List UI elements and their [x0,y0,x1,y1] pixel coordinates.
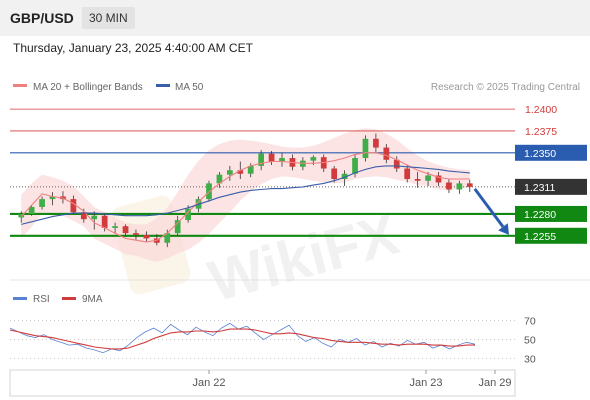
candle-body [174,220,181,234]
level-label: 1.2375 [525,126,557,138]
candle-body [216,174,223,184]
level-label: 1.2255 [524,231,556,243]
rsi-ma-legend-swatch [62,297,76,300]
candle-body [446,182,452,190]
ma50-legend-label: MA 50 [175,82,204,93]
level-label-box [515,144,587,161]
candle-body [226,170,233,175]
candle-body [414,179,421,181]
rsi-tick-label: 70 [524,316,536,328]
candle-body [112,226,118,228]
candle-body [466,183,473,187]
rsi-legend-swatch [13,297,27,300]
ma20-legend-swatch [13,84,27,87]
candle-body [164,233,171,243]
candle-body [258,153,265,166]
candle-body [268,153,275,162]
ma20-legend-label: MA 20 + Bollinger Bands [33,82,143,93]
candle-body [373,138,379,148]
x-tick-label: Jan 22 [192,377,225,389]
credit-text: Research © 2025 Trading Central [431,82,580,93]
level-label-box [515,205,587,222]
candle-body [279,158,285,162]
candle-body [435,175,442,183]
level-label: 1.2311 [524,182,555,194]
forecast-arrowhead [498,223,509,235]
level-label: 1.2280 [524,209,556,221]
ma20-line [20,152,470,243]
header-bar: GBP/USD 30 MIN [0,0,590,36]
rsi-tick-label: 50 [524,334,536,346]
candle-body [133,233,139,235]
ma50-legend-swatch [156,84,170,87]
timeframe-button[interactable]: 30 MIN [82,7,135,29]
rsi-tick-label: 30 [524,353,536,365]
candle-body [310,157,317,161]
candle-body [206,183,212,200]
candle-body [404,168,411,179]
candle-body [352,158,358,174]
ma50-line [21,165,470,225]
candle-body [185,208,191,221]
candle-body [122,226,129,234]
level-label: 1.2350 [524,148,556,160]
candle-body [101,215,108,228]
candle-body [143,234,150,239]
level-label-box [515,227,587,244]
candle-body [331,168,338,179]
candle-body [456,183,463,190]
candle-body [393,159,400,169]
candle-body [91,215,98,220]
candle-body [49,196,56,200]
candle-body [362,138,369,159]
candle-body [341,173,348,179]
x-tick-label: Jan 29 [478,377,511,389]
candle-body [383,147,390,160]
candle-body [80,212,87,220]
symbol-title: GBP/USD [10,10,74,26]
candle-body [70,199,77,213]
time-axis-frame [9,369,516,397]
candle-body [28,206,35,214]
candle-body [237,170,244,174]
rsi-legend-label: RSI [33,294,50,305]
candle-body [425,175,431,181]
forecast-arrow [473,187,505,228]
rsi-ma-line [9,328,475,350]
level-label: 1.2400 [525,104,557,116]
candle-body [39,199,45,207]
watermark-text: WikiFX [202,201,405,314]
chart-timestamp: Thursday, January 23, 2025 4:40:00 AM CE… [13,41,253,55]
level-label-box [515,178,587,195]
rsi-line [9,322,476,354]
candle-body [247,165,254,174]
x-tick-label: Jan 23 [409,377,442,389]
candle-body [18,213,25,218]
rsi-ma-legend-label: 9MA [82,294,103,305]
